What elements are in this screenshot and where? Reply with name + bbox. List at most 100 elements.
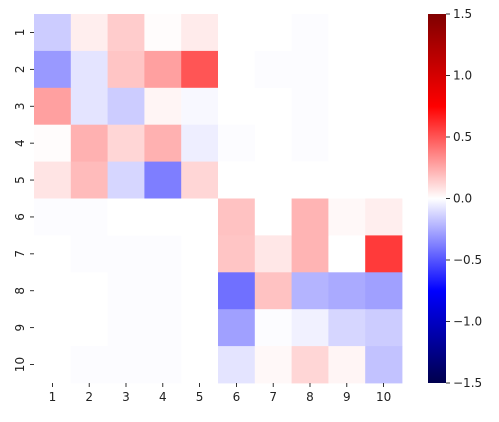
x-tick-label: 6 [233, 390, 241, 404]
y-tick-label: 4 [13, 139, 27, 147]
y-tick-label: 9 [13, 324, 27, 332]
heatmap-cell-r7-c7 [254, 235, 292, 273]
heatmap-cell-r4-c9 [328, 124, 366, 162]
heatmap-cell-r4-c2 [70, 124, 108, 162]
x-tick-label: 2 [85, 390, 93, 404]
heatmap-cell-r9-c6 [218, 309, 256, 347]
heatmap-cell-r7-c1 [34, 235, 72, 273]
y-tick-label: 10 [13, 357, 27, 372]
heatmap-cell-r5-c6 [218, 161, 256, 199]
heatmap-cell-r7-c9 [328, 235, 366, 273]
colorbar-tick-label: −0.5 [453, 253, 482, 267]
heatmap-cell-r1-c5 [181, 14, 219, 52]
heatmap-cell-r4-c8 [291, 124, 329, 162]
heatmap-cell-r3-c9 [328, 87, 366, 126]
heatmap-cell-r4-c3 [107, 124, 145, 162]
colorbar-tick-label: 1.5 [453, 7, 472, 21]
heatmap-cell-r1-c1 [34, 14, 72, 52]
heatmap-cell-r9-c2 [70, 309, 108, 347]
heatmap-cell-r7-c2 [70, 235, 108, 273]
heatmap-cell-r5-c4 [144, 161, 182, 199]
y-tick-label: 6 [13, 213, 27, 221]
heatmap-cell-r6-c4 [144, 198, 182, 236]
heatmap-cell-r1-c6 [218, 14, 256, 52]
heatmap-cell-r3-c10 [365, 87, 403, 126]
heatmap-cell-r2-c6 [218, 50, 256, 89]
heatmap-cell-r5-c9 [328, 161, 366, 199]
x-tick-label: 3 [122, 390, 130, 404]
x-tick-label: 5 [196, 390, 204, 404]
heatmap-cell-r8-c8 [291, 272, 329, 310]
heatmap-cell-r2-c4 [144, 50, 182, 89]
heatmap-cell-r7-c10 [365, 235, 403, 273]
colorbar [428, 14, 446, 383]
y-tick-label: 2 [13, 66, 27, 74]
heatmap-cell-r10-c10 [365, 346, 403, 384]
heatmap-cell-r6-c7 [254, 198, 292, 236]
heatmap-cell-r10-c2 [70, 346, 108, 384]
heatmap-cell-r2-c5 [181, 50, 219, 89]
heatmap-cell-r5-c2 [70, 161, 108, 199]
x-tick-label: 4 [159, 390, 167, 404]
heatmap-cell-r9-c10 [365, 309, 403, 347]
heatmap-cell-r4-c1 [34, 124, 72, 162]
heatmap-cell-r10-c5 [181, 346, 219, 384]
y-tick-label: 1 [13, 29, 27, 37]
heatmap-cell-r6-c10 [365, 198, 403, 236]
colorbar-tick-label: 1.0 [453, 69, 472, 83]
y-tick-label: 8 [13, 287, 27, 295]
heatmap-cell-r7-c6 [218, 235, 256, 273]
heatmap-cell-r1-c9 [328, 14, 366, 52]
heatmap-cell-r4-c6 [218, 124, 256, 162]
heatmap-cell-r2-c9 [328, 50, 366, 89]
heatmap-cell-r3-c3 [107, 87, 145, 126]
heatmap-cell-r1-c4 [144, 14, 182, 52]
heatmap-cell-r2-c10 [365, 50, 403, 89]
heatmap-cell-r6-c6 [218, 198, 256, 236]
heatmap-cell-r9-c3 [107, 309, 145, 347]
heatmap-cell-r10-c6 [218, 346, 256, 384]
heatmap-cell-r1-c10 [365, 14, 403, 52]
heatmap-cell-r8-c6 [218, 272, 256, 310]
heatmap-cell-r2-c8 [291, 50, 329, 89]
x-tick-label: 8 [306, 390, 314, 404]
heatmap-cell-r5-c1 [34, 161, 72, 199]
heatmap-cell-r9-c9 [328, 309, 366, 347]
heatmap-cell-r4-c10 [365, 124, 403, 162]
heatmap-cell-r1-c3 [107, 14, 145, 52]
heatmap-cell-r3-c5 [181, 87, 219, 126]
x-tick-label: 7 [269, 390, 277, 404]
heatmap-cell-r5-c10 [365, 161, 403, 199]
heatmap-cell-r5-c7 [254, 161, 292, 199]
heatmap-cell-r3-c4 [144, 87, 182, 126]
heatmap-cell-r8-c3 [107, 272, 145, 310]
heatmap-cell-r6-c2 [70, 198, 108, 236]
heatmap-cell-r7-c8 [291, 235, 329, 273]
y-tick-label: 3 [13, 102, 27, 110]
colorbar-tick-label: −1.5 [453, 376, 482, 390]
heatmap-cell-r8-c2 [70, 272, 108, 310]
heatmap-cell-r3-c2 [70, 87, 108, 126]
heatmap-cell-r9-c8 [291, 309, 329, 347]
heatmap-cell-r1-c7 [254, 14, 292, 52]
heatmap-cell-r2-c1 [34, 50, 72, 89]
y-tick-label: 7 [13, 250, 27, 258]
heatmap-cell-r2-c7 [254, 50, 292, 89]
heatmap-cell-r8-c4 [144, 272, 182, 310]
heatmap-cell-r6-c3 [107, 198, 145, 236]
colorbar-tick-label: 0.5 [453, 130, 472, 144]
heatmap-cell-r6-c9 [328, 198, 366, 236]
heatmap-cell-r8-c5 [181, 272, 219, 310]
heatmap-cell-r5-c8 [291, 161, 329, 199]
y-tick-label: 5 [13, 176, 27, 184]
heatmap-cell-r10-c4 [144, 346, 182, 384]
x-tick-label: 10 [376, 390, 391, 404]
heatmap-cell-r1-c8 [291, 14, 329, 52]
x-tick-label: 9 [343, 390, 351, 404]
heatmap-cell-r3-c6 [218, 87, 256, 126]
heatmap-cell-r4-c7 [254, 124, 292, 162]
x-tick-label: 1 [49, 390, 57, 404]
heatmap-cell-r9-c7 [254, 309, 292, 347]
